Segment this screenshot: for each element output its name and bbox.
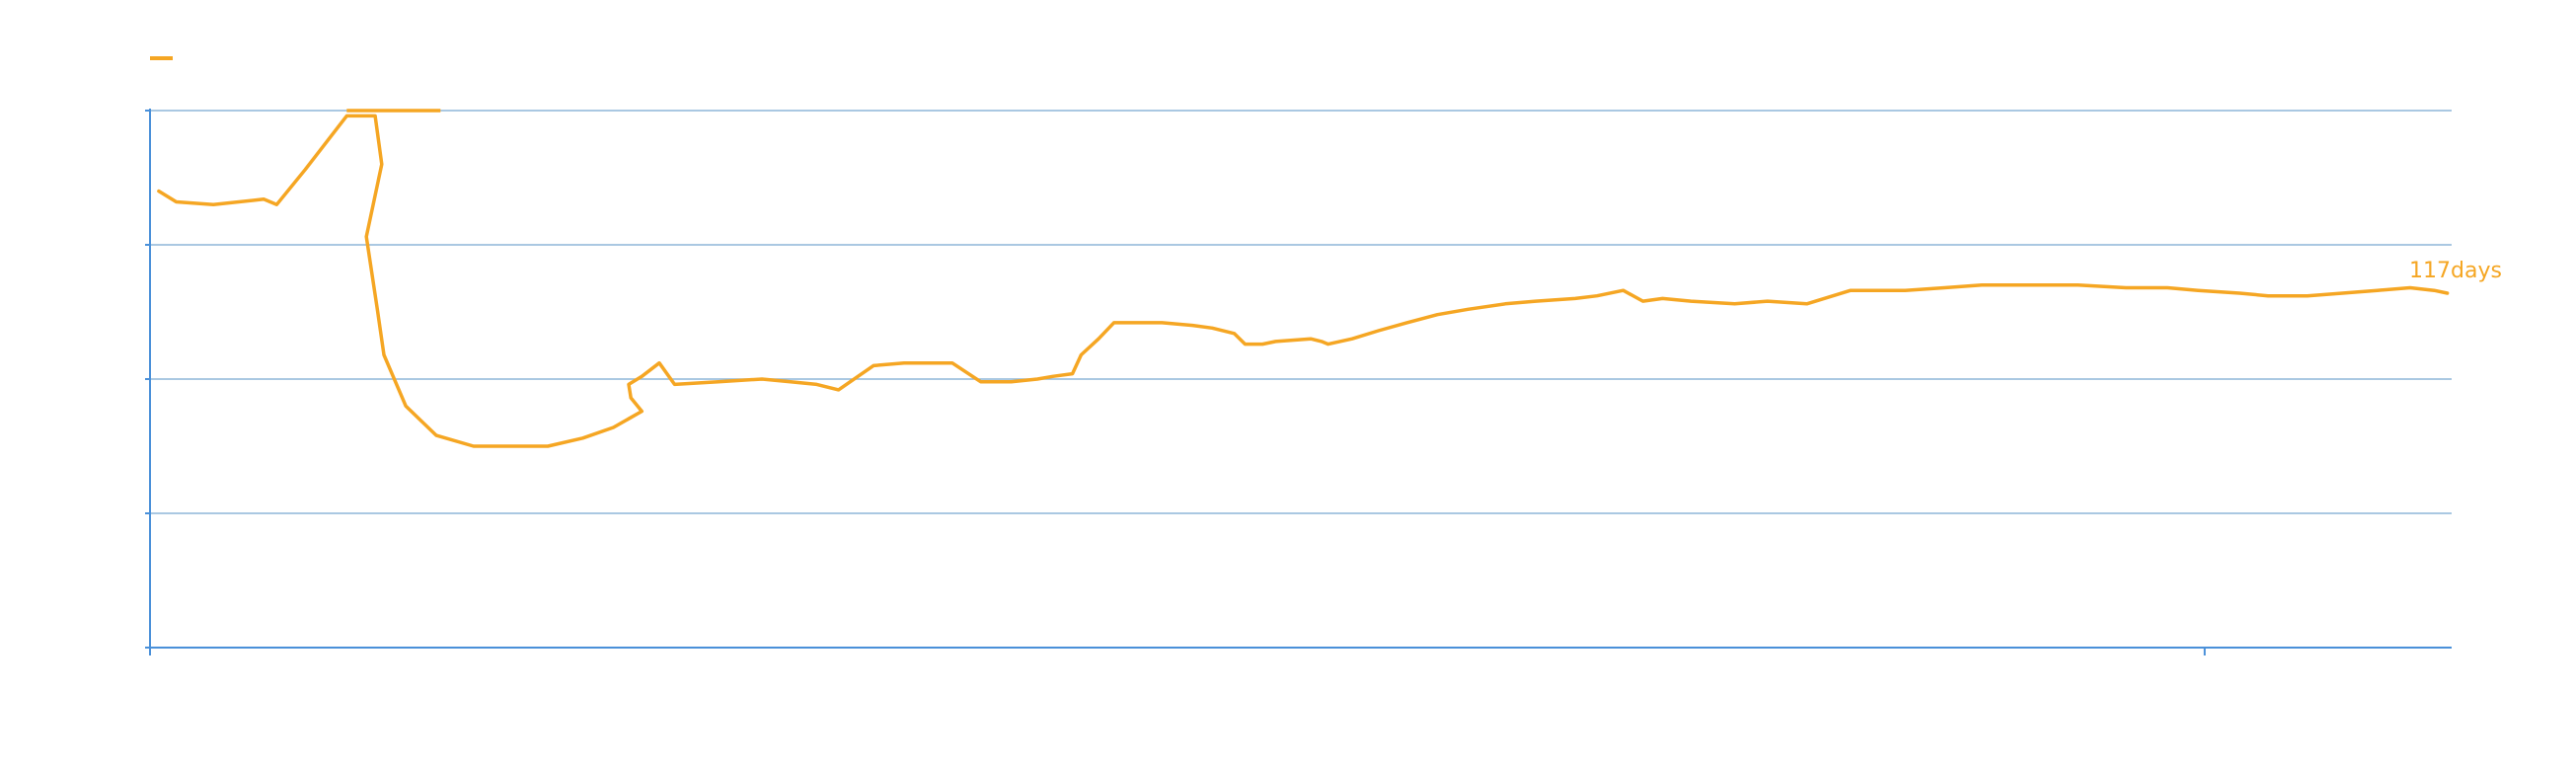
series-group: [157, 109, 2450, 448]
axes: [145, 109, 2452, 655]
series-end-label: 117days: [2409, 259, 2502, 283]
labels: 117days: [2409, 259, 2502, 283]
series-line-0: [157, 114, 2450, 448]
grid-lines: [150, 110, 2452, 514]
